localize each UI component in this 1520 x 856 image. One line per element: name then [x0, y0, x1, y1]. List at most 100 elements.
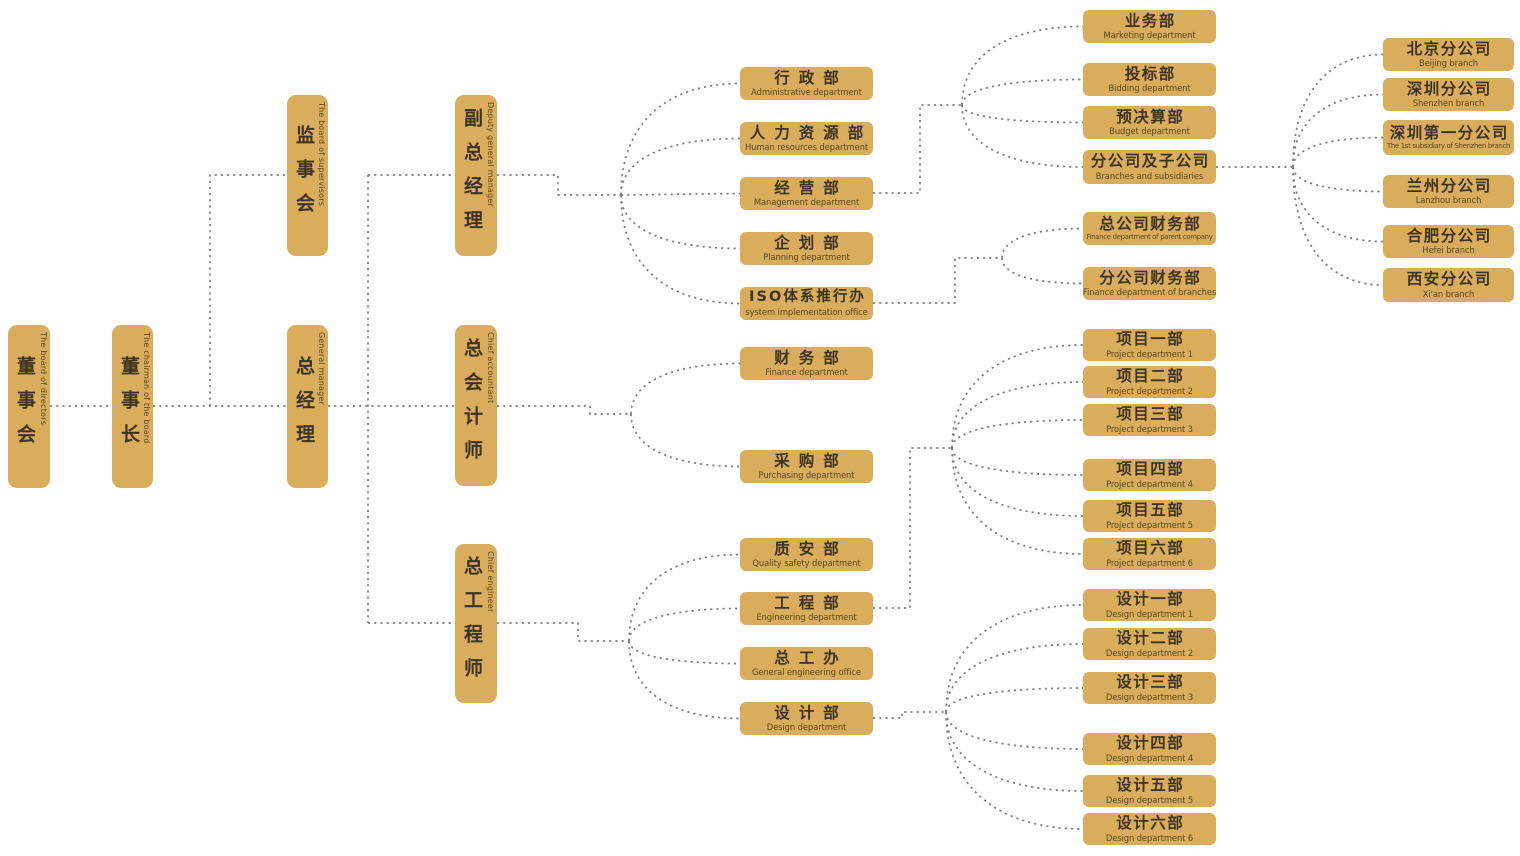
- node-label-cn: 经营部: [774, 178, 848, 197]
- node-label-cn: 财务部: [774, 348, 848, 367]
- node-label-en: Branches and subsidiaries: [1095, 170, 1204, 181]
- node-design-5: 设计五部 Design department 5: [1083, 775, 1216, 807]
- node-label-cn: 分公司财务部: [1099, 268, 1202, 287]
- node-label-cn: 项目六部: [1116, 539, 1185, 558]
- node-design-1: 设计一部 Design department 1: [1083, 589, 1216, 621]
- node-label-en: Project department 6: [1106, 557, 1193, 568]
- node-label-cn: 北京分公司: [1406, 39, 1492, 58]
- node-label-cn: 企划部: [774, 233, 848, 252]
- node-label-en: Planning department: [763, 252, 850, 263]
- node-chairman: 董事长 The chairman of the board: [112, 325, 153, 488]
- node-finance: 财务部 Finance department: [740, 347, 873, 380]
- node-label-cn: 人力资源部: [749, 123, 873, 142]
- node-project-4: 项目四部 Project department 4: [1083, 459, 1216, 491]
- node-project-2: 项目二部 Project department 2: [1083, 366, 1216, 398]
- node-label-cn: 设计五部: [1116, 776, 1185, 795]
- node-label-cn: 投标部: [1124, 64, 1176, 83]
- node-label-en: Quality safety department: [752, 558, 861, 569]
- node-deputy-gm: 副总经理 Deputy general manager: [455, 95, 497, 256]
- node-label-en: The 1st subsidiary of Shenzhen branch: [1386, 142, 1511, 151]
- node-label-en: The board of directors: [39, 332, 48, 425]
- node-label-cn: 设计一部: [1116, 590, 1185, 609]
- node-label-en: Design department 1: [1105, 608, 1194, 619]
- node-board: 董事会 The board of directors: [8, 325, 50, 488]
- node-label-en: Chief accountant: [486, 332, 495, 404]
- node-label-cn: 总会计师: [461, 337, 483, 474]
- node-label-cn: 工程部: [774, 593, 848, 612]
- node-label-cn: 董事会: [14, 355, 36, 458]
- node-hr: 人力资源部 Human resources department: [740, 122, 873, 155]
- node-label-en: Project department 2: [1106, 385, 1193, 396]
- node-design-6: 设计六部 Design department 6: [1083, 813, 1216, 845]
- node-planning: 企划部 Planning department: [740, 232, 873, 265]
- node-design-4: 设计四部 Design department 4: [1083, 733, 1216, 765]
- node-label-cn: 项目四部: [1116, 460, 1185, 479]
- node-label-en: Lanzhou branch: [1415, 195, 1482, 206]
- node-label-en: General manager: [317, 332, 326, 406]
- node-label-cn: 兰州分公司: [1406, 176, 1492, 195]
- node-label-en: Finance department: [765, 367, 848, 378]
- node-label-cn: 设计三部: [1116, 673, 1185, 692]
- node-xian: 西安分公司 Xi'an branch: [1383, 268, 1514, 302]
- node-label-en: Design department 6: [1105, 832, 1194, 843]
- node-label-en: General engineering office: [752, 667, 861, 678]
- node-label-cn: 总公司财务部: [1099, 214, 1202, 233]
- node-label-cn: 西安分公司: [1406, 270, 1492, 289]
- node-label-en: Design department 2: [1105, 647, 1194, 658]
- node-label-cn: 设计二部: [1116, 629, 1185, 648]
- node-label-en: Design department 5: [1105, 794, 1194, 805]
- node-label-en: Purchasing department: [758, 470, 855, 481]
- node-branch-finance: 分公司财务部 Finance department of branches: [1083, 267, 1216, 300]
- node-label-en: Chief engineer: [486, 551, 495, 613]
- node-hefei: 合肥分公司 Hefei branch: [1383, 225, 1514, 258]
- node-admin: 行政部 Administrative department: [740, 67, 873, 100]
- node-label-cn: 总工办: [774, 648, 848, 667]
- node-label-cn: 深圳第一分公司: [1389, 123, 1509, 142]
- node-supervisors: 监事会 The board of supervisors: [287, 95, 328, 256]
- node-label-cn: 项目三部: [1116, 405, 1185, 424]
- node-label-en: Xi'an branch: [1422, 288, 1475, 299]
- node-label-cn: 总经理: [293, 355, 315, 458]
- node-bidding: 投标部 Bidding department: [1083, 63, 1216, 96]
- node-label-cn: 副总经理: [461, 107, 483, 244]
- node-label-cn: 分公司及子公司: [1090, 152, 1210, 171]
- node-label-en: Budget department: [1109, 126, 1190, 137]
- node-label-cn: 项目五部: [1116, 501, 1185, 520]
- node-project-6: 项目六部 Project department 6: [1083, 538, 1216, 570]
- node-design-2: 设计二部 Design department 2: [1083, 628, 1216, 660]
- node-label-en: Deputy general manager: [486, 102, 495, 207]
- node-label-cn: 质安部: [774, 539, 848, 558]
- node-label-en: Administrative department: [751, 87, 862, 98]
- node-engineering: 工程部 Engineering department: [740, 592, 873, 625]
- node-label-en: Design department: [766, 722, 847, 733]
- node-shenzhen: 深圳分公司 Shenzhen branch: [1383, 78, 1514, 111]
- node-design: 设计部 Design department: [740, 702, 873, 735]
- node-label-en: Finance department of branches: [1082, 287, 1217, 298]
- node-label-cn: 业务部: [1124, 11, 1176, 30]
- node-label-cn: 行政部: [774, 68, 848, 87]
- node-shenzhen-1st: 深圳第一分公司 The 1st subsidiary of Shenzhen br…: [1383, 120, 1514, 155]
- node-label-cn: 设计部: [774, 703, 848, 722]
- node-marketing: 业务部 Marketing department: [1083, 10, 1216, 43]
- node-label-cn: ISO体系推行办: [749, 289, 866, 306]
- node-quality: 质安部 Quality safety department: [740, 538, 873, 571]
- node-label-en: Bidding department: [1108, 83, 1191, 94]
- node-beijing: 北京分公司 Beijing branch: [1383, 38, 1514, 71]
- node-label-cn: 总工程师: [461, 555, 483, 692]
- node-project-3: 项目三部 Project department 3: [1083, 404, 1216, 436]
- node-budget: 预决算部 Budget department: [1083, 106, 1216, 139]
- node-label-en: Project department 5: [1106, 519, 1193, 530]
- node-label-cn: 采购部: [774, 451, 848, 470]
- node-branches: 分公司及子公司 Branches and subsidiaries: [1083, 150, 1216, 184]
- node-label-en: system implementation office: [745, 306, 868, 317]
- node-label-cn: 设计四部: [1116, 734, 1185, 753]
- node-project-5: 项目五部 Project department 5: [1083, 500, 1216, 532]
- node-label-en: Project department 4: [1106, 478, 1193, 489]
- node-chief-accountant: 总会计师 Chief accountant: [455, 325, 497, 486]
- node-label-cn: 项目二部: [1116, 367, 1185, 386]
- node-label-en: Management department: [753, 197, 860, 208]
- node-gm: 总经理 General manager: [287, 325, 328, 488]
- node-label-en: The chairman of the board: [142, 332, 151, 444]
- node-label-cn: 监事会: [293, 124, 315, 227]
